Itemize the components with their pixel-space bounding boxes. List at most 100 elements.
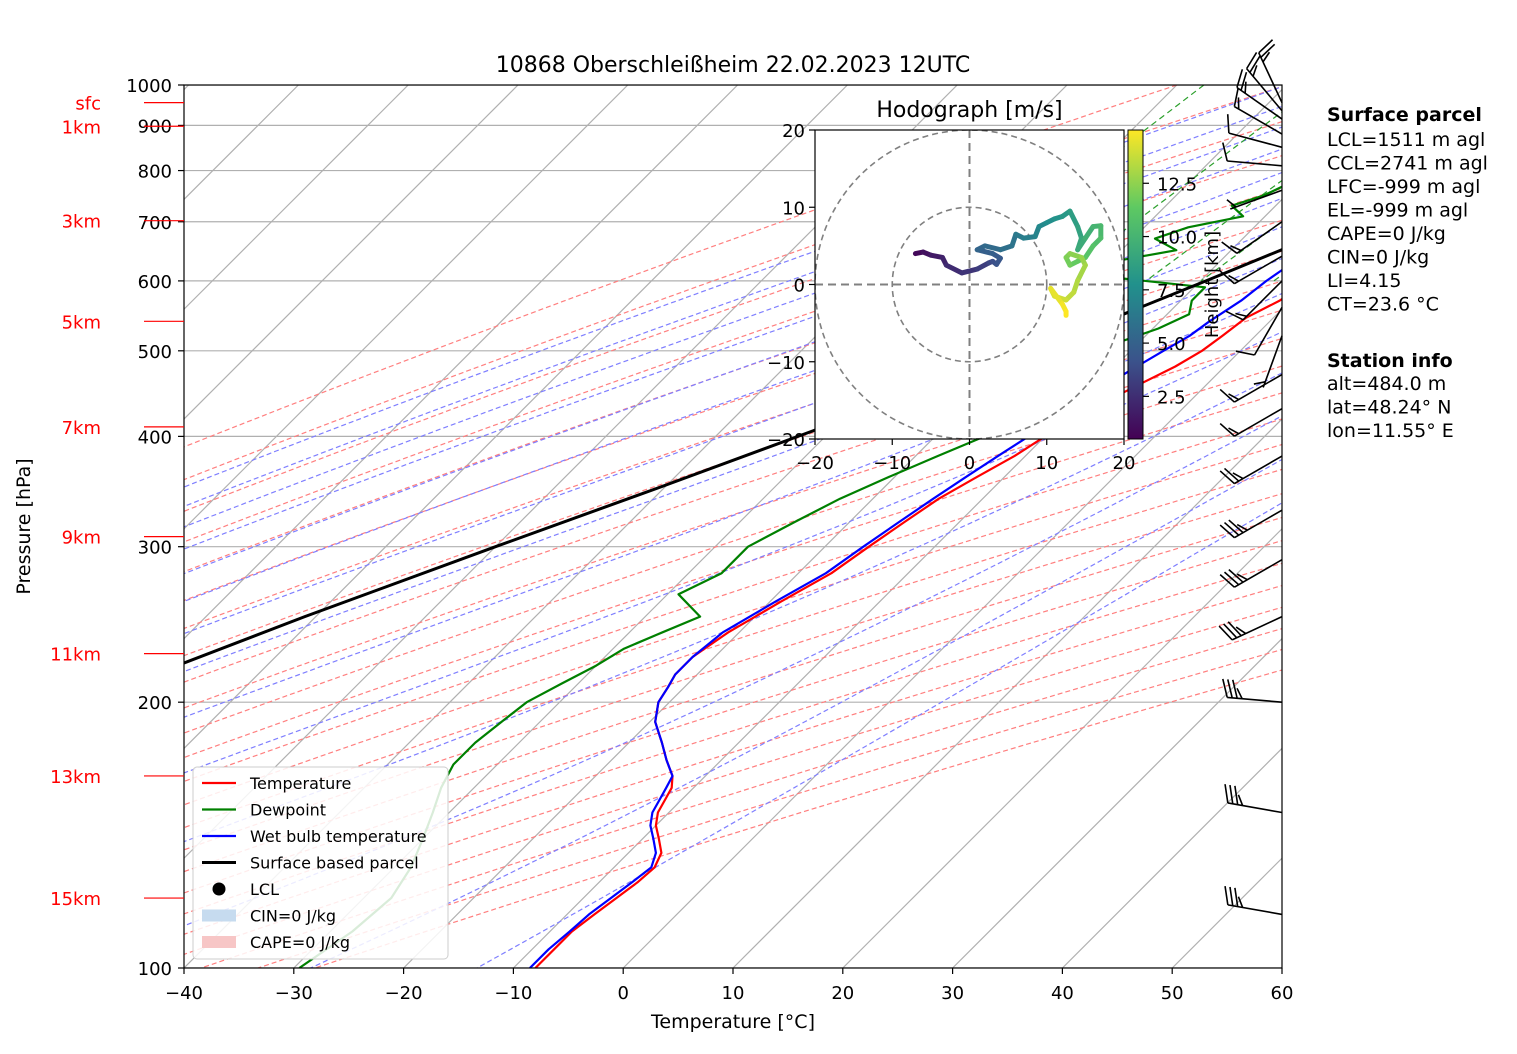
legend-label: CIN=0 J/kg bbox=[250, 907, 336, 926]
station-heading: Station info bbox=[1327, 350, 1453, 372]
mixing-ratio-line bbox=[1491, 85, 1517, 281]
station-info-line: alt=484.0 m bbox=[1327, 373, 1446, 395]
wind-barb bbox=[1258, 39, 1283, 103]
station-info-line: lat=48.24° N bbox=[1327, 397, 1451, 419]
altitude-label: 9km bbox=[62, 528, 101, 549]
moist-adiabat bbox=[184, 331, 1282, 774]
wind-barb bbox=[1218, 615, 1283, 641]
legend-label: Wet bulb temperature bbox=[250, 827, 427, 846]
wind-barb bbox=[1235, 306, 1283, 356]
legend-label: LCL bbox=[250, 880, 279, 899]
wind-barb bbox=[1245, 52, 1283, 112]
hodograph-ring bbox=[891, 206, 1048, 363]
x-tick-label: 0 bbox=[617, 983, 628, 1004]
legend-swatch bbox=[202, 909, 236, 922]
y-tick-label: 900 bbox=[138, 116, 172, 137]
legend-swatch bbox=[202, 936, 236, 948]
altitude-label: sfc bbox=[75, 94, 101, 115]
hodograph-y-tick: −10 bbox=[767, 353, 805, 374]
hodograph-x-tick: 20 bbox=[1113, 453, 1136, 474]
parcel-heading: Surface parcel bbox=[1327, 104, 1482, 126]
hodograph-colorbar bbox=[1127, 129, 1144, 440]
mixing-ratio-line bbox=[1145, 179, 1282, 282]
y-tick-label: 200 bbox=[138, 693, 172, 714]
x-tick-label: 40 bbox=[1051, 983, 1074, 1004]
y-tick-label: 300 bbox=[138, 538, 172, 559]
colorbar-tick: 10.0 bbox=[1157, 228, 1197, 249]
y-tick-label: 700 bbox=[138, 213, 172, 234]
altitude-label: 7km bbox=[62, 418, 101, 439]
wind-barb bbox=[1224, 885, 1283, 916]
altitude-label: 11km bbox=[50, 645, 101, 666]
legend-box bbox=[192, 766, 449, 960]
x-tick-label: 50 bbox=[1161, 983, 1184, 1004]
moist-adiabat bbox=[184, 415, 1282, 927]
hodograph-segment bbox=[1067, 208, 1081, 230]
dry-adiabat bbox=[184, 85, 1282, 481]
wind-barb bbox=[1219, 373, 1283, 403]
wind-barb bbox=[1236, 69, 1283, 120]
isotherm bbox=[512, 198, 1282, 968]
colorbar-tick: 7.5 bbox=[1157, 281, 1186, 302]
parcel-info-line: CAPE=0 J/kg bbox=[1327, 223, 1446, 245]
x-tick-label: 60 bbox=[1271, 983, 1294, 1004]
x-tick-label: −10 bbox=[494, 983, 532, 1004]
isotherm bbox=[184, 85, 409, 311]
dry-adiabat bbox=[184, 365, 1282, 734]
wind-barb bbox=[1224, 784, 1283, 814]
isotherm bbox=[952, 637, 1282, 968]
x-tick-label: −20 bbox=[385, 983, 423, 1004]
wind-barbs bbox=[1218, 39, 1283, 916]
hodograph-x-tick: −10 bbox=[873, 453, 911, 474]
hodograph-y-tick: 10 bbox=[782, 198, 805, 219]
moist-adiabat bbox=[184, 126, 1282, 528]
altitude-label: 3km bbox=[62, 212, 101, 233]
wetbulb-line bbox=[529, 268, 1282, 968]
dry-adiabat bbox=[184, 468, 1282, 829]
wind-barb bbox=[1219, 407, 1283, 437]
isotherm bbox=[184, 85, 739, 640]
hodograph-segment bbox=[982, 243, 1003, 253]
hodograph-segment bbox=[943, 262, 965, 276]
legend: Temperature Dewpoint Wet bulb temperature S… bbox=[192, 766, 449, 960]
hodograph-title: Hodograph [m/s] bbox=[876, 98, 1062, 123]
x-tick-label: −40 bbox=[165, 983, 203, 1004]
y-tick-label: 800 bbox=[138, 162, 172, 183]
dry-adiabat bbox=[184, 337, 1282, 709]
y-tick-label: 400 bbox=[138, 427, 172, 448]
station-info-line: lon=11.55° E bbox=[1327, 420, 1454, 442]
hodograph-y-tick: −20 bbox=[767, 430, 805, 451]
dry-adiabat bbox=[184, 121, 1282, 512]
dry-adiabat bbox=[184, 309, 1282, 683]
colorbar-label: Height [km] bbox=[1202, 231, 1223, 338]
parcel-info-line: LI=4.15 bbox=[1327, 270, 1401, 292]
wind-barb bbox=[1226, 189, 1283, 210]
y-tick-label: 100 bbox=[138, 959, 172, 980]
freezing-level-line bbox=[1378, 85, 1504, 839]
wind-barb bbox=[1221, 221, 1283, 254]
x-tick-label: 10 bbox=[722, 983, 745, 1004]
wind-barb bbox=[1222, 678, 1283, 703]
altitude-label: 5km bbox=[62, 312, 101, 333]
colorbar-tick: 5.0 bbox=[1157, 334, 1186, 355]
altitude-label: 1km bbox=[62, 117, 101, 138]
dry-adiabat bbox=[184, 516, 1282, 873]
isotherm bbox=[732, 418, 1282, 968]
wind-barb bbox=[1225, 280, 1283, 321]
hodograph-x-tick: 0 bbox=[964, 453, 975, 474]
x-tick-label: −30 bbox=[275, 983, 313, 1004]
y-tick-label: 500 bbox=[138, 342, 172, 363]
main-axes: −40 −30 −20 −10 0 10 20 30 40 50 60 Temperature [°C… bbox=[13, 76, 1293, 1033]
temperature-line bbox=[534, 297, 1282, 968]
legend-label: Surface based parcel bbox=[250, 854, 419, 873]
altitude-label: 13km bbox=[50, 767, 101, 788]
x-tick-label: 30 bbox=[941, 983, 964, 1004]
legend-label: Temperature bbox=[249, 774, 351, 793]
hodograph-segment bbox=[959, 266, 980, 276]
hodograph-segment bbox=[1048, 285, 1065, 307]
legend-label: Dewpoint bbox=[250, 801, 326, 820]
hodograph-y-tick: 20 bbox=[782, 121, 805, 142]
x-axis-label: Temperature [°C] bbox=[650, 1011, 815, 1033]
